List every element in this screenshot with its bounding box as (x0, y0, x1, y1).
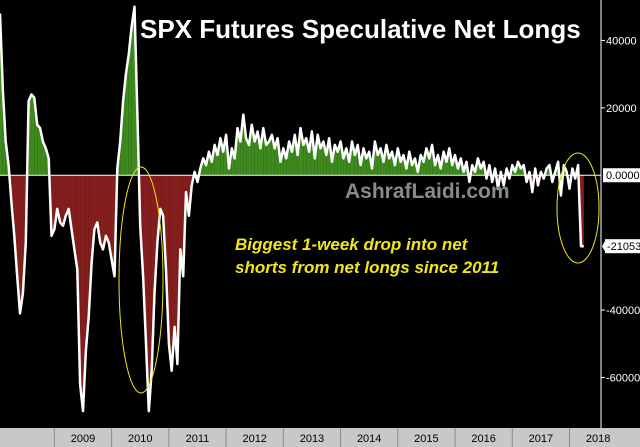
area-segment (266, 141, 270, 176)
area-segment (65, 175, 69, 216)
area-segment (80, 175, 83, 412)
y-axis-panel (601, 0, 640, 428)
area-segment (246, 138, 249, 176)
area-segment (580, 175, 584, 247)
y-tick-label: 40000 (606, 35, 637, 47)
area-segment (128, 26, 132, 176)
area-segment (300, 128, 304, 176)
x-tick-label: 2012 (242, 433, 266, 445)
annotation-line-2: shorts from net longs since 2011 (235, 258, 499, 277)
area-segment (34, 97, 38, 176)
zero-value-label: 0.0000 (606, 170, 640, 182)
area-segment (20, 175, 23, 314)
area-segment (263, 128, 267, 176)
area-segment (174, 175, 178, 364)
area-segment (420, 155, 424, 176)
area-segment (51, 175, 55, 236)
y-tick-label: -40000 (606, 305, 640, 317)
x-tick-label: 2015 (414, 433, 438, 445)
x-tick-label: 2009 (71, 433, 95, 445)
area-segment (171, 175, 175, 371)
watermark: AshrafLaidi.com (345, 180, 510, 203)
area-segment (108, 175, 112, 260)
y-tick-label: -60000 (606, 372, 640, 384)
x-axis-ticks: 2009 2010 2011 2012 2013 2014 2015 2016 2017 2018 (53, 428, 610, 447)
area-segment (62, 175, 66, 226)
x-tick-label: 2017 (529, 433, 553, 445)
x-tick-label: 2013 (300, 433, 324, 445)
annotation-line-1: Biggest 1-week drop into net (235, 235, 469, 254)
x-tick-label: 2011 (186, 433, 210, 445)
chart-title: SPX Futures Speculative Net Longs (140, 14, 581, 44)
y-tick-label: 20000 (606, 103, 637, 115)
area-segment (94, 175, 98, 230)
area-segment (31, 94, 35, 176)
area-segment (103, 175, 106, 250)
area-segment (131, 6, 135, 176)
x-tick-label: 2014 (357, 433, 381, 445)
highlight-ellipse-2011 (118, 166, 164, 394)
area-segment (105, 175, 109, 243)
last-value-box: -21053 (602, 239, 640, 254)
series-line (0, 5, 584, 413)
area-segment (160, 175, 164, 216)
area-segment (148, 175, 152, 412)
highlight-ellipse-2018 (556, 152, 600, 264)
area-segment (168, 175, 172, 371)
zero-value-box: 0.0000 (603, 168, 640, 183)
area-segment (125, 53, 129, 176)
area-segment (251, 124, 255, 176)
area-segment (60, 175, 63, 226)
area-segment (100, 175, 104, 250)
area-segment (320, 141, 324, 176)
area-segment (37, 124, 41, 176)
last-value-label: -21053 (607, 241, 640, 253)
x-tick-label: 2018 (586, 433, 610, 445)
x-tick-label: 2010 (128, 433, 152, 445)
area-segment (111, 175, 115, 277)
y-axis-ticks: 40000 20000 -40000 -60000 (601, 35, 640, 384)
x-tick-label: 2016 (471, 433, 495, 445)
area-segment (303, 138, 307, 176)
area-segment (269, 134, 272, 176)
x-axis-bar (0, 428, 640, 447)
